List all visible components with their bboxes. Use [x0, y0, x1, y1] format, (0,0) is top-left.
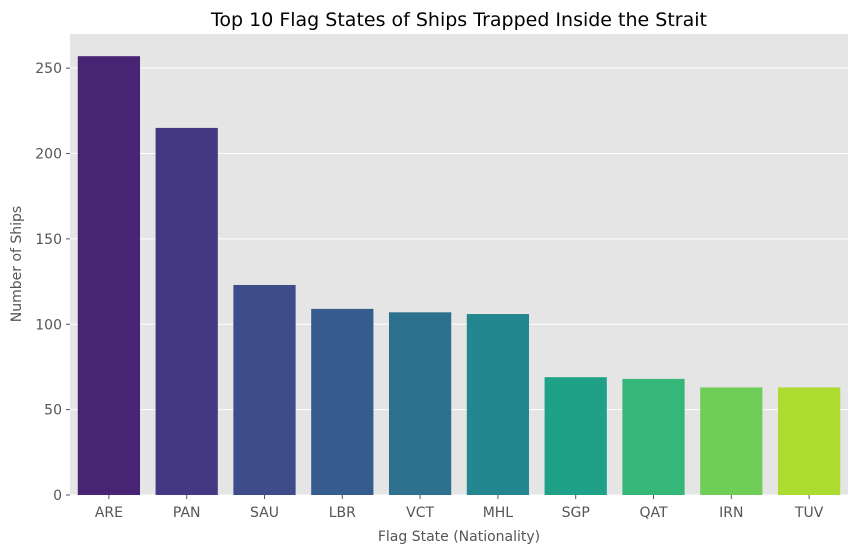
bar-sgp: [544, 377, 607, 495]
x-tick-label: ARE: [95, 505, 123, 521]
bar-mhl: [466, 314, 530, 495]
x-tick-label: QAT: [639, 505, 668, 521]
y-axis-ticks: 0 50 100 150 200 250: [35, 61, 70, 504]
x-tick-label: IRN: [719, 505, 743, 521]
y-tick-label: 50: [44, 403, 62, 419]
y-tick-label: 250: [35, 61, 62, 77]
bar-lbr: [311, 308, 374, 495]
chart-title: Top 10 Flag States of Ships Trapped Insi…: [210, 9, 707, 31]
x-tick-label: MHL: [483, 505, 514, 521]
y-axis-label: Number of Ships: [9, 206, 25, 322]
bar-are: [77, 56, 141, 496]
x-tick-label: VCT: [406, 505, 434, 521]
bar-tuv: [777, 387, 841, 495]
x-tick-label: LBR: [329, 505, 356, 521]
bar-irn: [700, 387, 763, 495]
y-tick-label: 200: [35, 147, 62, 163]
x-tick-label: SGP: [562, 505, 590, 521]
bar-vct: [388, 312, 452, 495]
x-tick-label: PAN: [173, 505, 201, 521]
x-axis-label: Flag State (Nationality): [378, 529, 540, 545]
x-tick-label: SAU: [250, 505, 279, 521]
bar-sau: [233, 284, 296, 495]
x-tick-label: TUV: [794, 505, 824, 521]
x-axis-ticks: ARE PAN SAU LBR VCT MHL SGP QAT IRN TUV: [95, 495, 824, 521]
y-tick-label: 0: [53, 488, 62, 504]
y-tick-label: 150: [35, 232, 62, 248]
y-tick-label: 100: [35, 317, 62, 333]
bars: [77, 56, 841, 496]
bar-pan: [155, 127, 218, 495]
bar-qat: [622, 378, 685, 495]
